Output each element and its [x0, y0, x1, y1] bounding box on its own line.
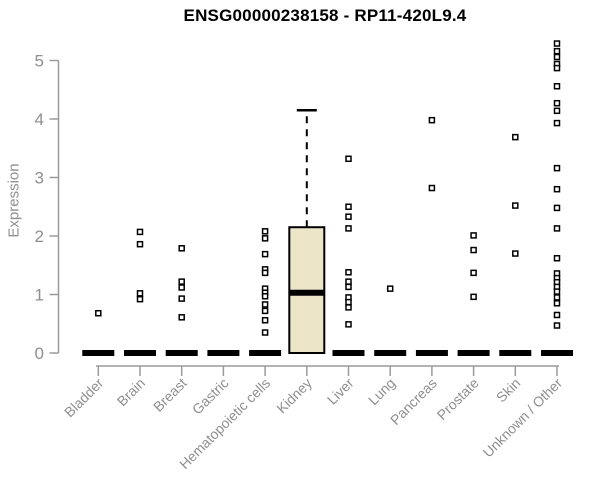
data-point — [136, 295, 144, 303]
data-point — [136, 228, 144, 236]
chart-title: ENSG00000238158 - RP11-420L9.4 — [183, 6, 467, 25]
zero-median-bar — [207, 350, 240, 356]
x-axis-label: Liver — [324, 375, 357, 408]
data-point — [470, 232, 477, 239]
data-point — [553, 311, 561, 319]
data-point — [428, 184, 436, 192]
data-point — [553, 322, 561, 329]
x-axis-label: Breast — [150, 375, 190, 415]
zero-median-bar — [541, 350, 573, 356]
data-point — [261, 316, 269, 324]
data-point — [470, 293, 477, 301]
y-axis-title: Expression — [5, 163, 23, 238]
y-tick-label: 1 — [35, 286, 44, 305]
data-point — [136, 290, 144, 297]
data-point — [261, 228, 269, 235]
data-point — [470, 246, 477, 254]
data-point — [553, 254, 561, 262]
data-point — [553, 40, 561, 47]
data-point — [261, 329, 269, 336]
y-tick-label: 2 — [35, 227, 44, 246]
data-point — [178, 278, 185, 285]
data-point — [386, 285, 394, 292]
data-point — [261, 269, 269, 277]
data-point — [553, 300, 561, 307]
data-point — [553, 164, 561, 172]
zero-median-bar — [165, 350, 198, 356]
data-point — [553, 119, 561, 127]
x-axis-label: Skin — [493, 375, 524, 406]
data-point — [261, 301, 269, 308]
data-point — [553, 64, 561, 72]
zero-median-bar — [249, 350, 282, 356]
y-tick-label: 4 — [35, 110, 44, 129]
data-point — [345, 304, 352, 311]
data-point — [553, 294, 561, 301]
data-point — [553, 225, 561, 232]
zero-median-bar — [457, 350, 490, 356]
zero-median-bar — [415, 350, 448, 356]
data-point — [345, 269, 352, 276]
zero-median-bar — [124, 350, 156, 356]
data-point — [553, 53, 561, 61]
x-axis-label: Kidney — [273, 375, 315, 417]
data-point — [261, 307, 269, 315]
data-point — [470, 269, 477, 277]
data-point — [178, 284, 185, 291]
zero-median-bar — [499, 350, 532, 356]
data-point — [136, 240, 144, 248]
data-point — [95, 309, 102, 317]
data-point — [553, 185, 561, 193]
x-axis-label: Lung — [365, 375, 398, 408]
data-point — [178, 314, 185, 321]
data-point — [428, 116, 436, 124]
data-point — [345, 225, 352, 232]
data-point — [345, 298, 352, 306]
data-point — [512, 202, 519, 209]
data-point — [512, 250, 519, 257]
data-point — [553, 99, 561, 107]
data-point — [261, 250, 269, 258]
data-point — [345, 203, 352, 210]
data-point — [553, 82, 561, 90]
zero-median-bar — [332, 350, 365, 356]
data-point — [178, 245, 185, 252]
data-point — [345, 155, 352, 163]
data-point — [261, 293, 269, 300]
data-point — [553, 288, 561, 295]
data-point — [345, 278, 352, 285]
data-point — [345, 321, 352, 328]
median-line — [289, 289, 325, 296]
data-point — [512, 133, 519, 141]
x-axis-label: Prostate — [434, 375, 482, 423]
x-axis-label: Brain — [114, 375, 148, 409]
data-point — [553, 47, 561, 55]
data-point — [553, 204, 561, 212]
data-point — [178, 295, 185, 302]
x-axis-label: Unknown / Other — [480, 375, 566, 461]
y-tick-label: 3 — [35, 169, 44, 188]
y-tick-label: 5 — [35, 52, 44, 71]
x-axis-label: Bladder — [61, 375, 107, 421]
data-point — [261, 235, 269, 242]
data-point — [345, 213, 352, 220]
data-point — [553, 107, 561, 115]
data-point — [345, 283, 352, 291]
zero-median-bar — [82, 350, 115, 356]
y-tick-label: 0 — [35, 344, 44, 363]
zero-median-bar — [374, 350, 407, 356]
